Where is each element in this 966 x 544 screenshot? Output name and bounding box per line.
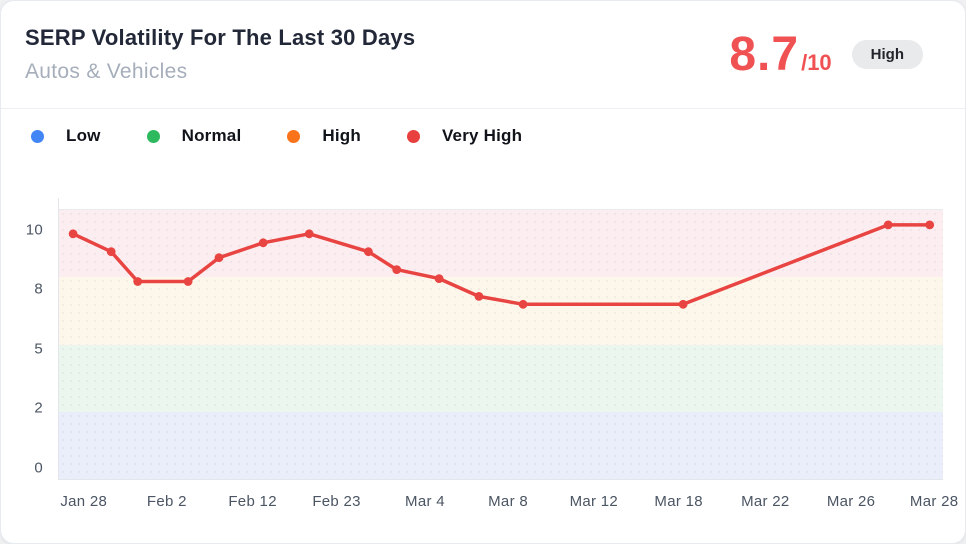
data-point-marker[interactable] xyxy=(364,247,373,257)
band-normal xyxy=(59,344,943,412)
data-point-marker[interactable] xyxy=(392,265,402,274)
normal-dot-icon xyxy=(146,129,160,143)
data-point-marker[interactable] xyxy=(434,274,444,283)
volatility-chart[interactable] xyxy=(59,209,943,480)
score-area: 8.7 /10 High xyxy=(729,27,923,81)
legend-label: Normal xyxy=(181,126,242,145)
volatility-line-chart[interactable] xyxy=(59,210,943,481)
volatility-line[interactable] xyxy=(71,223,932,307)
high-dot-icon xyxy=(287,129,301,143)
y-tick-label: 0 xyxy=(34,459,43,477)
low-dot-icon xyxy=(31,129,44,143)
header-titles: SERP Volatility For The Last 30 Days Aut… xyxy=(25,25,415,84)
y-tick-label: 5 xyxy=(34,340,43,358)
y-axis-line xyxy=(58,198,59,480)
x-tick-label: Mar 4 xyxy=(405,493,445,510)
x-tick-label: Jan 28 xyxy=(60,493,108,510)
card-header: SERP Volatility For The Last 30 Days Aut… xyxy=(1,1,965,109)
very-high-dot-icon xyxy=(406,129,420,143)
band-very-high xyxy=(59,210,943,278)
data-point-marker[interactable] xyxy=(678,299,688,309)
x-tick-label: Feb 12 xyxy=(228,493,277,510)
y-axis: 10 8 5 2 0 xyxy=(1,209,43,480)
x-tick-label: Feb 2 xyxy=(146,493,187,510)
data-point-marker[interactable] xyxy=(474,292,484,301)
x-tick-label: Mar 22 xyxy=(741,493,790,510)
x-tick-label: Mar 28 xyxy=(909,493,959,510)
score-value: 8.7 xyxy=(729,27,800,81)
legend-item-low: Low xyxy=(31,126,101,146)
legend-item-high: High xyxy=(287,126,361,146)
data-point-marker[interactable] xyxy=(883,220,893,230)
data-point-marker[interactable] xyxy=(925,220,935,230)
y-tick-label: 2 xyxy=(34,399,43,417)
legend-label: High xyxy=(322,126,361,145)
page-title: SERP Volatility For The Last 30 Days xyxy=(25,25,416,50)
legend-item-very-high: Very High xyxy=(406,126,523,146)
data-point-marker[interactable] xyxy=(518,299,528,309)
x-tick-label: Feb 23 xyxy=(312,493,361,510)
data-point-marker[interactable] xyxy=(258,238,268,248)
x-axis: Jan 28 Feb 2 Feb 12 Feb 23 Mar 4 Mar 8 Mar 12 M… xyxy=(59,493,958,517)
legend-label: Very High xyxy=(441,126,523,145)
y-tick-label: 10 xyxy=(25,221,43,239)
data-point-marker[interactable] xyxy=(106,247,116,257)
data-point-marker[interactable] xyxy=(214,253,224,263)
volatility-score: 8.7 /10 xyxy=(729,27,832,81)
legend-label: Low xyxy=(66,126,101,145)
x-tick-label: Mar 12 xyxy=(569,493,619,510)
data-point-marker[interactable] xyxy=(68,229,78,239)
data-point-marker[interactable] xyxy=(304,229,314,239)
x-tick-label: Mar 18 xyxy=(654,493,703,510)
x-tick-label: Mar 8 xyxy=(488,493,528,510)
category-subtitle: Autos & Vehicles xyxy=(25,60,188,83)
status-badge: High xyxy=(851,40,923,69)
y-tick-label: 8 xyxy=(34,280,43,298)
band-low xyxy=(59,411,943,479)
score-max: /10 xyxy=(801,49,832,75)
legend-item-normal: Normal xyxy=(146,126,242,146)
band-high xyxy=(59,277,943,345)
data-point-marker[interactable] xyxy=(183,277,193,286)
legend: Low Normal High Very High xyxy=(1,109,965,163)
x-tick-label: Mar 26 xyxy=(826,493,876,510)
data-point-marker[interactable] xyxy=(133,277,143,286)
